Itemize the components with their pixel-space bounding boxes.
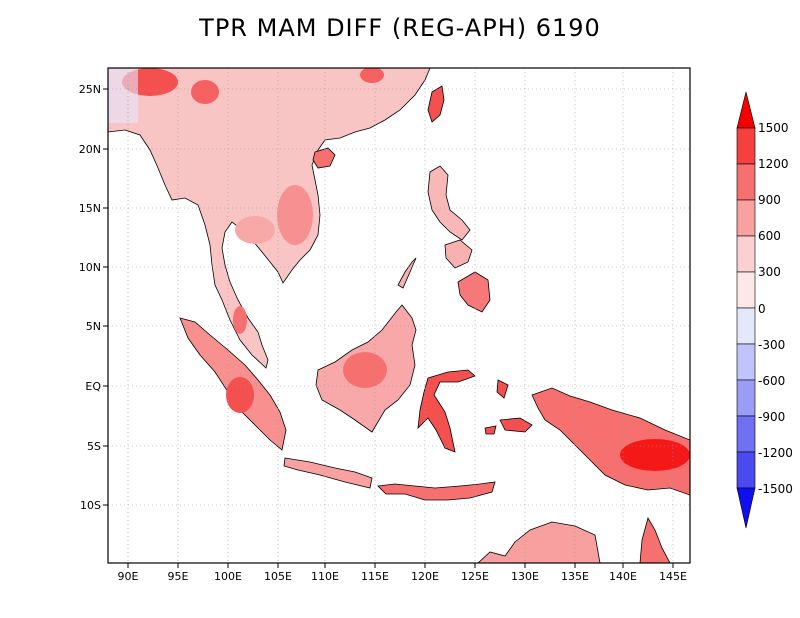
colorbar-label: -900: [758, 410, 785, 424]
hotspot-peninsula: [233, 306, 247, 334]
lat-label: 20N: [79, 143, 101, 156]
colorbar-bin: [736, 379, 756, 417]
lon-label: 115E: [361, 570, 389, 583]
hotspot-newguinea: [620, 439, 690, 471]
lon-label: 95E: [168, 570, 189, 583]
cape-york: [639, 516, 671, 563]
x-axis: [127, 563, 674, 568]
lat-label: 5S: [87, 440, 101, 453]
map-title: TPR MAM DIFF (REG-APH) 6190: [199, 14, 601, 42]
taiwan: [427, 85, 445, 123]
lon-label: 140E: [609, 570, 637, 583]
australia: [477, 521, 601, 563]
maluku: [484, 379, 533, 435]
lat-label: EQ: [85, 380, 101, 393]
lat-label: 5N: [86, 320, 101, 333]
y-axis: [103, 88, 108, 506]
colorbar-bin: [736, 415, 756, 453]
colorbar-label: 900: [758, 193, 781, 207]
lon-label: 105E: [264, 570, 292, 583]
lon-label: 125E: [461, 570, 489, 583]
colorbar-label: 1200: [758, 157, 789, 171]
hotspot-china: [360, 68, 384, 83]
colorbar: [736, 91, 756, 529]
luzon: [427, 165, 471, 241]
colorbar-label: -1500: [758, 482, 793, 496]
colorbar-label: -600: [758, 374, 785, 388]
java: [283, 457, 373, 489]
hainan: [312, 147, 336, 169]
colorbar-label: 1500: [758, 121, 789, 135]
lon-label: 135E: [561, 570, 589, 583]
map-frame: [107, 67, 691, 564]
colorbar-bin: [736, 343, 756, 381]
lon-label: 100E: [214, 570, 242, 583]
lat-label: 15N: [79, 202, 101, 215]
colorbar-bin: [736, 163, 756, 201]
lon-label: 110E: [311, 570, 339, 583]
map-area: [108, 68, 690, 563]
lon-label: 130E: [511, 570, 539, 583]
sulawesi: [417, 369, 476, 453]
hotspot-thai: [235, 216, 275, 244]
colorbar-label: 0: [758, 302, 766, 316]
palawan: [397, 257, 417, 289]
colorbar-bin: [736, 307, 756, 345]
colorbar-bin: [736, 235, 756, 273]
lat-label: 25N: [79, 83, 101, 96]
lon-label: 90E: [118, 570, 139, 583]
lat-label: 10S: [80, 499, 101, 512]
colorbar-bin: [736, 127, 756, 165]
colorbar-bottom-arrow: [736, 487, 756, 529]
hotspot-borneo: [343, 352, 387, 388]
colorbar-bin: [736, 451, 756, 489]
colorbar-label: 600: [758, 229, 781, 243]
hotspot-burma: [191, 80, 219, 104]
colorbar-label: -300: [758, 338, 785, 352]
graticule: [108, 68, 690, 563]
colorbar-label: -1200: [758, 446, 793, 460]
colorbar-bin: [736, 271, 756, 309]
colorbar-label: 300: [758, 265, 781, 279]
colorbar-top-arrow: [736, 91, 756, 129]
mainland-asia: [108, 68, 431, 369]
colorbar-bin: [736, 199, 756, 237]
hotspot-sumatra: [226, 377, 254, 413]
lesser-sunda: [377, 481, 496, 501]
lon-label: 120E: [411, 570, 439, 583]
hotspot-vietnam: [277, 185, 313, 245]
lat-label: 10N: [79, 261, 101, 274]
mindanao: [457, 271, 491, 313]
visayas: [444, 239, 473, 269]
lon-label: 145E: [659, 570, 687, 583]
